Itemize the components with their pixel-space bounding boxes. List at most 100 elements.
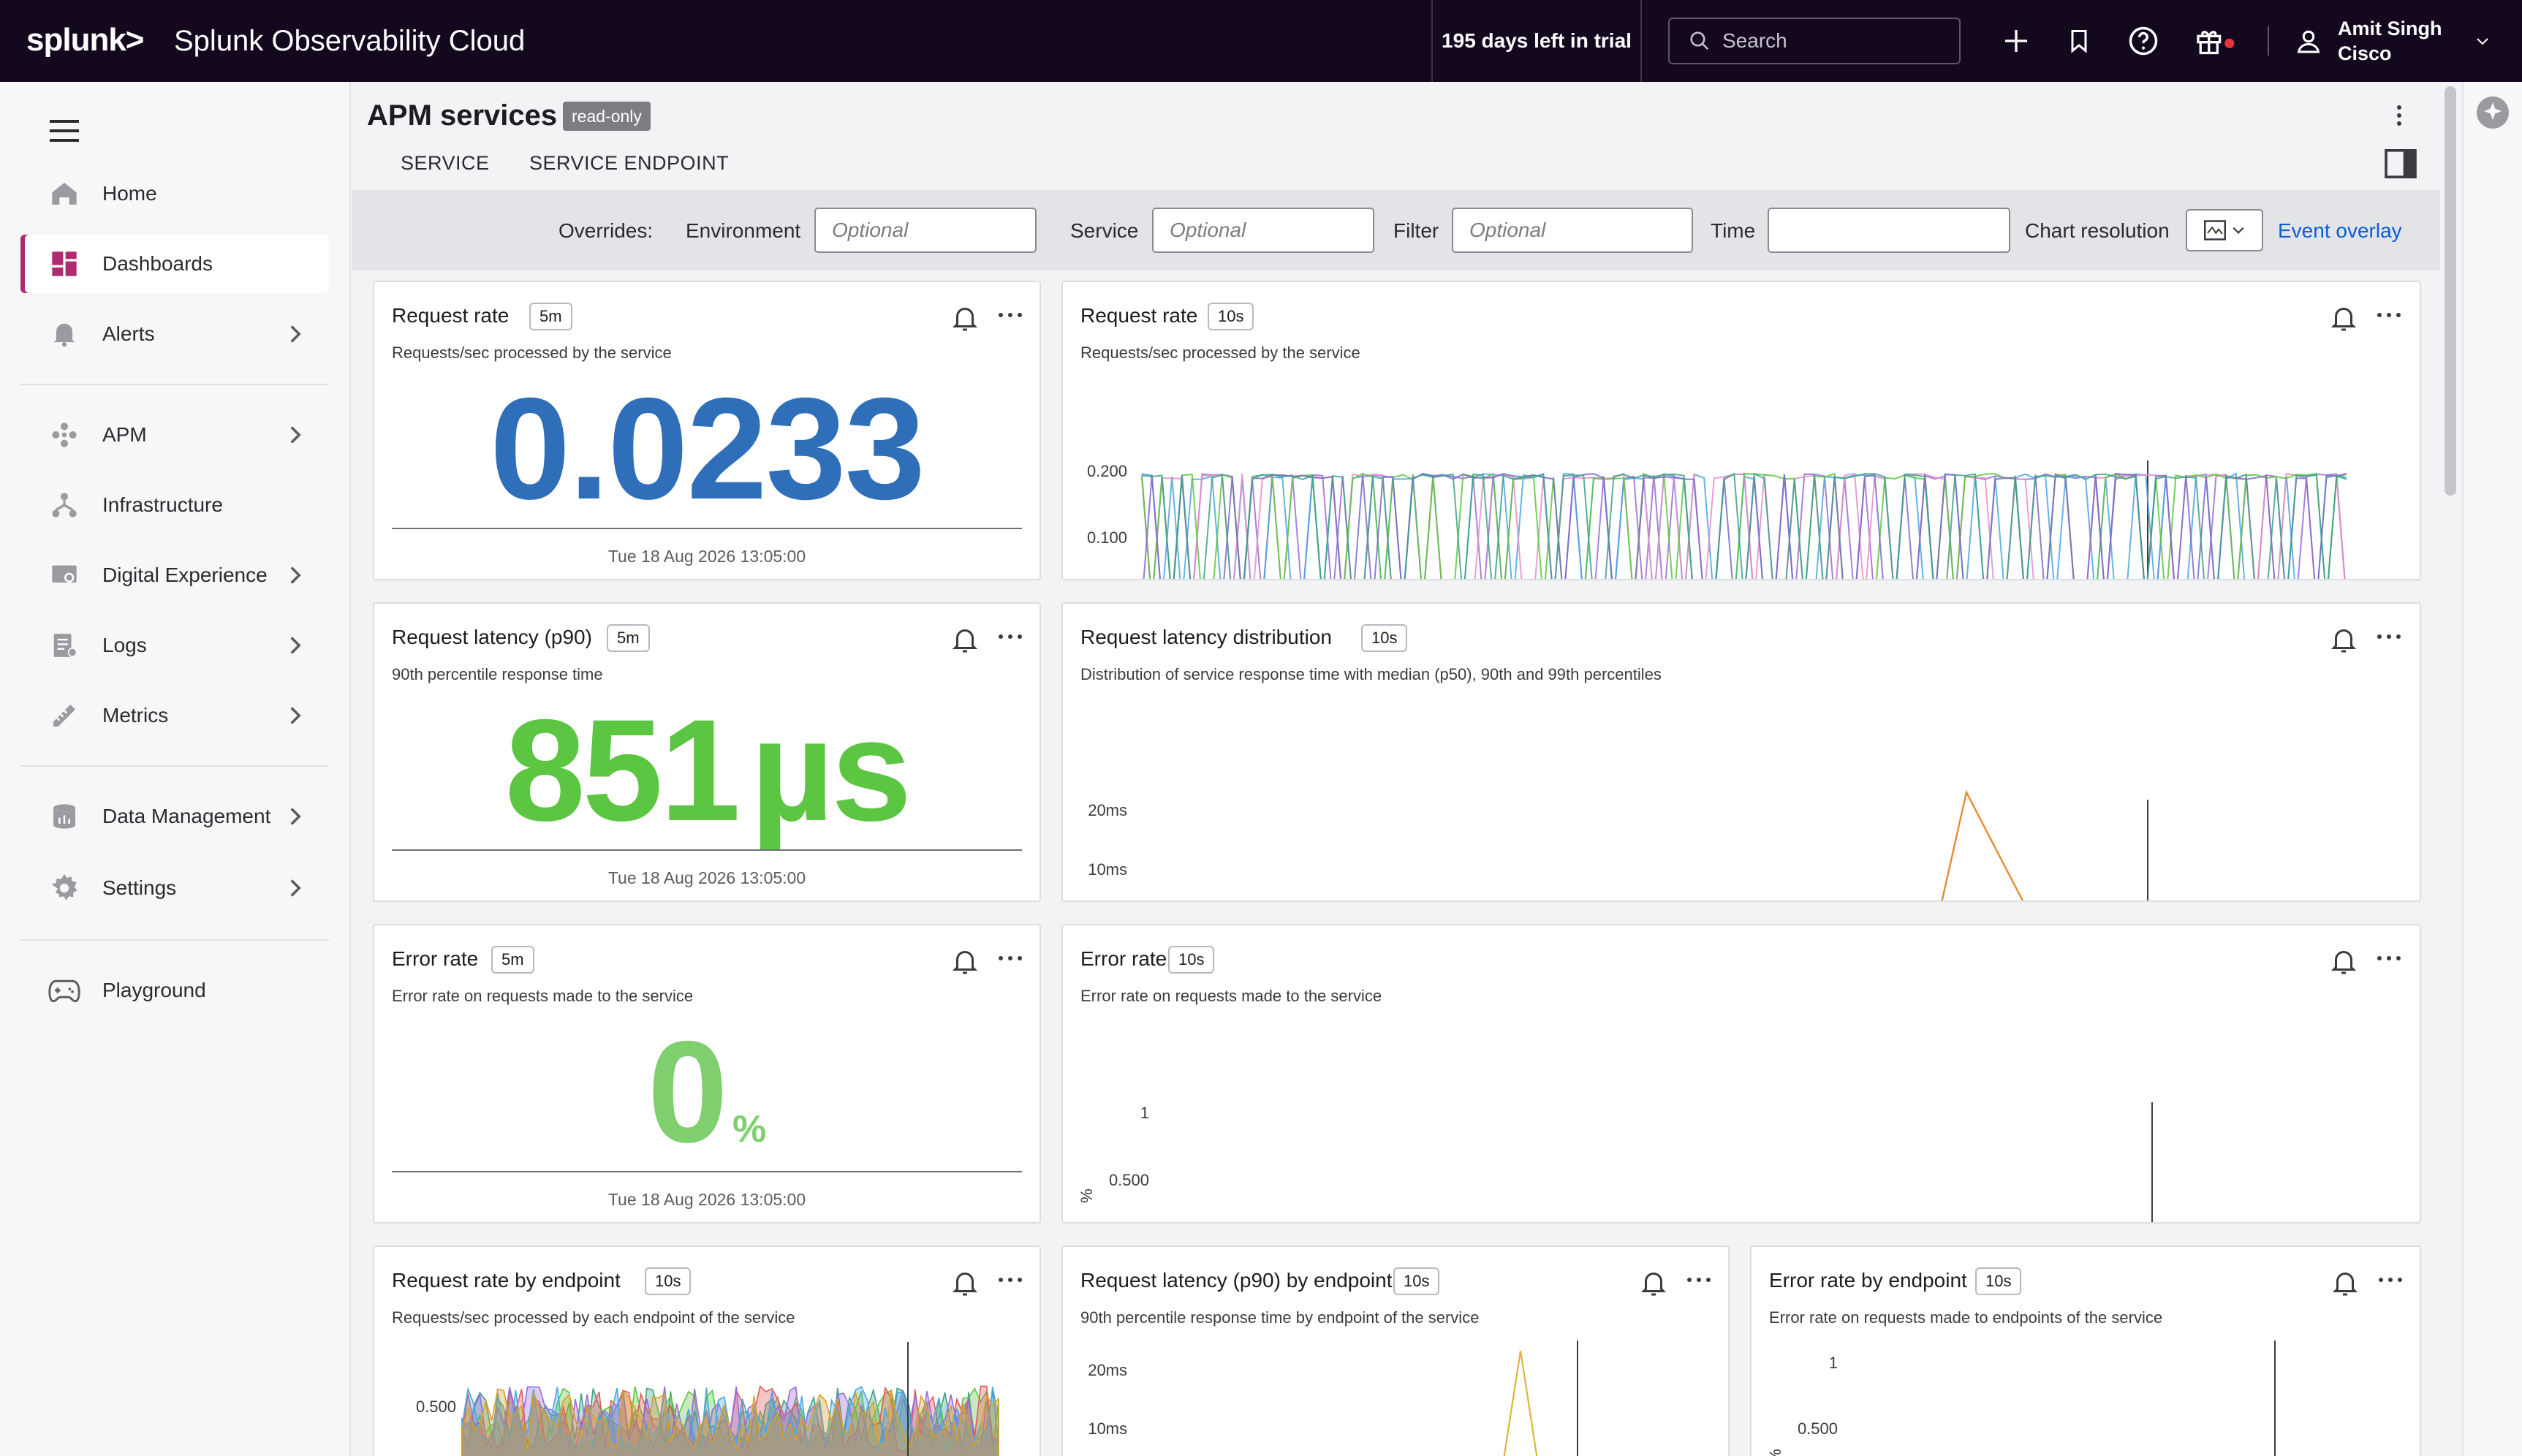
environment-field[interactable]: Optional [814,208,1037,253]
sidebar-item-label: Dashboards [102,252,213,275]
y-unit-label: % [1078,1188,1096,1203]
card-error-rate-chart[interactable]: Error rate 10s Error rate on requests ma… [1061,924,2421,1224]
gift-icon[interactable] [2192,22,2238,60]
home-icon [48,178,80,210]
trial-status[interactable]: 195 days left in trial [1431,0,1642,82]
card-error-by-endpoint[interactable]: Error rate by endpoint 10s Error rate on… [1750,1245,2421,1456]
resolution-badge: 10s [1208,303,1254,330]
search-input[interactable]: Search [1668,18,1961,64]
latency-by-endpoint-timeseries[interactable]: 20ms 10ms [1063,1247,1730,1456]
sidebar-item-home[interactable]: Home [20,164,329,223]
sidebar-item-settings[interactable]: Settings [20,859,329,917]
rate-by-endpoint-timeseries[interactable]: 0.500 [374,1247,1041,1456]
sidebar-item-data-management[interactable]: Data Management [20,787,329,846]
alert-bell-icon[interactable] [2332,1269,2358,1298]
more-options-icon[interactable] [994,304,1026,326]
trial-text: 195 days left in trial [1442,29,1632,52]
value-number: 851 [504,689,741,851]
card-latency-distribution[interactable]: Request latency distribution 10s Distrib… [1061,602,2421,902]
card-error-rate-single[interactable]: Error rate 5m Error rate on requests mad… [373,924,1041,1224]
single-value: 0% [374,1009,1040,1175]
splunk-logo[interactable]: splunk> [26,22,144,58]
card-latency-by-endpoint[interactable]: Request latency (p90) by endpoint 10s 90… [1061,1245,1730,1456]
alert-bell-icon[interactable] [2330,626,2357,655]
scrollbar-thumb[interactable] [2445,86,2456,496]
single-value-divider [392,849,1022,851]
error-by-endpoint-timeseries[interactable]: 1 0.500% [1752,1247,2421,1456]
card-rate-by-endpoint[interactable]: Request rate by endpoint 10s Requests/se… [373,1245,1041,1456]
user-icon[interactable] [2290,22,2328,60]
filter-label: Filter [1393,219,1439,242]
y-tick-label: 0.500 [1109,1171,1149,1189]
resolution-badge: 10s [1168,946,1215,974]
infrastructure-icon [48,489,80,521]
tab-service-endpoint[interactable]: SERVICE ENDPOINT [529,152,730,174]
card-description: Error rate on requests made to endpoints… [1769,1308,2163,1327]
alert-bell-icon[interactable] [1640,1269,1667,1298]
bookmark-icon[interactable] [2060,22,2098,60]
filter-field[interactable]: Optional [1452,208,1693,253]
sidebar-item-playground[interactable]: Playground [20,961,329,1020]
latency-distribution-timeseries[interactable]: 20ms10ms012:5612:5813:0013:0213:0413:061… [1063,604,2421,902]
more-options-icon[interactable] [994,626,1026,648]
more-options-icon[interactable] [2373,947,2405,969]
bell-icon [48,318,80,350]
menu-icon[interactable] [50,118,82,143]
more-options-icon[interactable] [2373,304,2405,326]
card-request-rate-chart[interactable]: Request rate 10s Requests/sec processed … [1061,281,2421,580]
more-options-icon[interactable] [2385,101,2414,130]
sidebar-item-dashboards[interactable]: Dashboards [20,235,329,293]
alert-bell-icon[interactable] [2330,947,2357,977]
alert-bell-icon[interactable] [952,947,978,977]
chevron-right-icon [290,707,301,724]
error-rate-timeseries[interactable]: 10.500012:5612:5813:0013:0213:0413:0613:… [1063,925,2421,1224]
more-options-icon[interactable] [994,1269,1026,1291]
alert-bell-icon[interactable] [2330,304,2357,333]
sidebar-item-metrics[interactable]: Metrics [20,686,329,745]
main-content: APM services read-only SERVICE SERVICE E… [352,82,2440,1456]
more-options-icon[interactable] [994,947,1026,969]
environment-label: Environment [686,219,801,242]
chevron-right-icon [290,637,301,654]
sidebar-item-alerts[interactable]: Alerts [20,305,329,363]
side-panel-icon[interactable] [2385,149,2417,178]
search-placeholder: Search [1722,29,1787,52]
alert-bell-icon[interactable] [952,626,978,655]
chevron-right-icon [290,566,301,584]
tab-service[interactable]: SERVICE [401,152,490,196]
event-overlay-link[interactable]: Event overlay [2278,219,2402,242]
more-options-icon[interactable] [2373,626,2405,648]
time-field[interactable] [1768,208,2010,253]
user-menu[interactable]: Amit Singh Cisco [2338,16,2442,66]
card-title: Request rate by endpoint [392,1269,621,1292]
single-value: 851µs [374,687,1040,853]
alert-bell-icon[interactable] [952,1269,978,1298]
service-field[interactable]: Optional [1152,208,1374,253]
card-latency-single[interactable]: Request latency (p90) 5m 90th percentile… [373,602,1041,902]
sidebar-item-label: Metrics [102,704,169,727]
ai-assistant-icon[interactable] [2475,95,2510,130]
y-tick-label: 1 [1140,1104,1149,1122]
help-icon[interactable] [2124,22,2162,60]
card-title: Error rate [392,947,479,970]
sidebar-item-label: Data Management [102,805,271,827]
card-description: Error rate on requests made to the servi… [392,987,694,1005]
alert-bell-icon[interactable] [952,304,978,333]
card-description: Requests/sec processed by each endpoint … [392,1308,795,1327]
sidebar-item-apm[interactable]: APM [20,406,329,464]
product-name[interactable]: Splunk Observability Cloud [174,25,526,57]
add-icon[interactable] [1997,22,2035,60]
sidebar-item-logs[interactable]: Logs [20,616,329,675]
sidebar-item-infrastructure[interactable]: Infrastructure [20,476,329,534]
chart-resolution-select[interactable] [2186,209,2263,251]
more-options-icon[interactable] [2374,1269,2406,1291]
service-placeholder: Optional [1170,219,1246,241]
gamepad-icon [48,974,80,1006]
card-request-rate-single[interactable]: Request rate 5m Requests/sec processed b… [373,281,1041,580]
chevron-down-icon[interactable] [2464,22,2502,60]
service-label: Service [1070,219,1139,242]
chevron-right-icon [290,426,301,444]
sidebar-item-digital-experience[interactable]: Digital Experience [20,546,329,604]
more-options-icon[interactable] [1683,1269,1715,1291]
request-rate-timeseries[interactable]: 0.2000.100012:5612:5813:0013:0213:0413:0… [1063,282,2421,580]
